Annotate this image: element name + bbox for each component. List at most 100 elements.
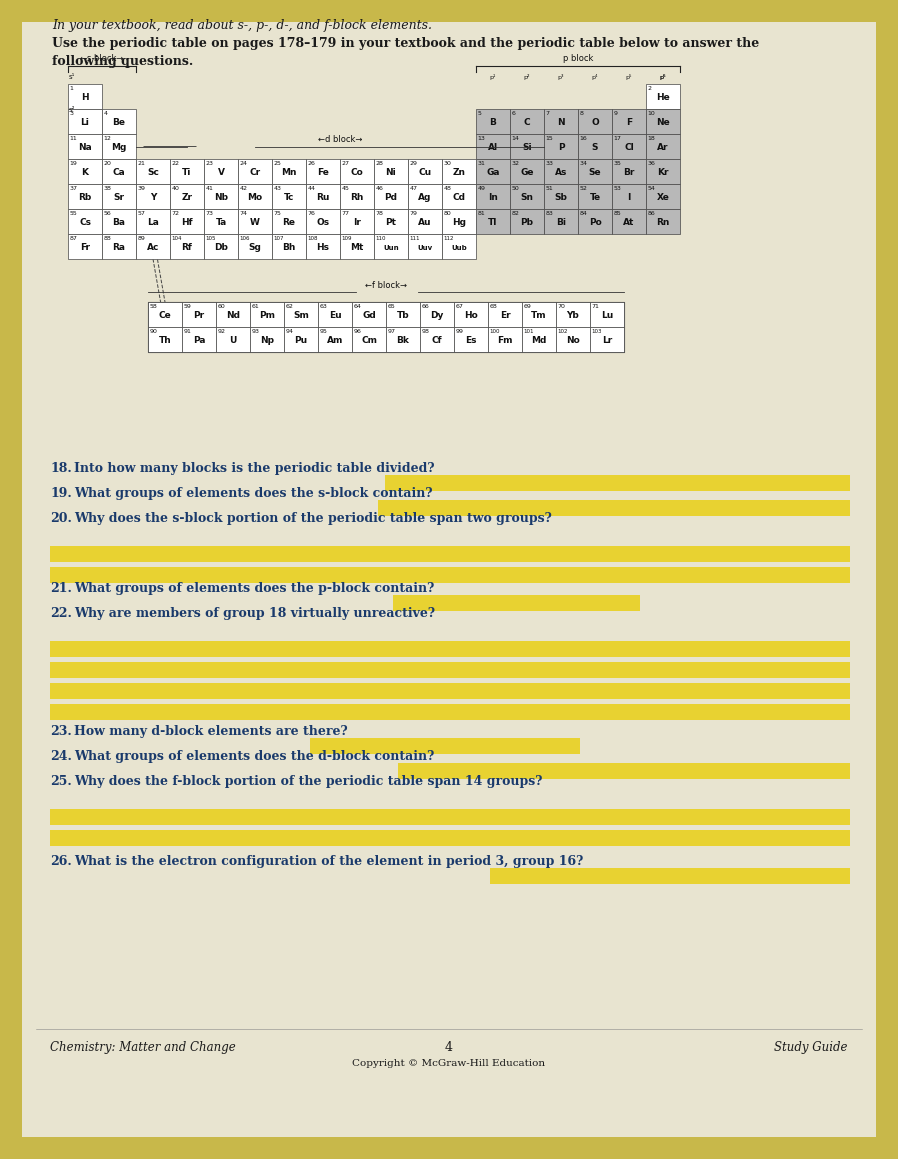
Text: Kr: Kr — [657, 168, 669, 177]
Bar — [68, 134, 102, 159]
Text: Ac: Ac — [146, 243, 159, 252]
Bar — [250, 302, 284, 327]
Text: Pa: Pa — [193, 336, 206, 345]
Text: Sn: Sn — [521, 194, 533, 202]
Text: 22.: 22. — [50, 607, 72, 620]
Text: 77: 77 — [341, 211, 349, 216]
Text: 2: 2 — [647, 86, 652, 92]
Text: 90: 90 — [149, 329, 157, 334]
Bar — [612, 209, 646, 234]
Bar — [306, 209, 340, 234]
Text: 56: 56 — [103, 211, 111, 216]
Text: p²: p² — [524, 74, 530, 80]
Text: Eu: Eu — [329, 311, 341, 320]
Text: O: O — [591, 118, 599, 127]
Bar — [374, 234, 408, 258]
Bar — [340, 209, 374, 234]
Text: La: La — [147, 218, 159, 227]
Text: 101: 101 — [524, 329, 534, 334]
Bar — [204, 159, 238, 184]
Text: 27: 27 — [341, 161, 349, 166]
Text: 60: 60 — [217, 304, 225, 309]
Text: Ce: Ce — [159, 311, 172, 320]
Bar — [612, 109, 646, 134]
Text: 74: 74 — [240, 211, 248, 216]
Bar — [476, 159, 510, 184]
Text: Sb: Sb — [555, 194, 568, 202]
Bar — [284, 327, 318, 352]
Bar — [102, 159, 136, 184]
Bar — [306, 159, 340, 184]
Text: Pb: Pb — [521, 218, 533, 227]
Bar — [510, 184, 544, 209]
Text: Uun: Uun — [383, 245, 399, 250]
Text: What groups of elements does the d-block contain?: What groups of elements does the d-block… — [74, 750, 435, 763]
Text: 83: 83 — [545, 211, 553, 216]
Text: Ra: Ra — [112, 243, 126, 252]
Text: What groups of elements does the p-block contain?: What groups of elements does the p-block… — [74, 582, 435, 595]
Text: 81: 81 — [478, 211, 485, 216]
Bar — [250, 327, 284, 352]
Bar — [340, 159, 374, 184]
Bar — [68, 83, 102, 109]
Bar — [102, 234, 136, 258]
Text: Study Guide: Study Guide — [774, 1041, 848, 1054]
Text: Tc: Tc — [284, 194, 295, 202]
Bar — [556, 327, 590, 352]
Text: 53: 53 — [613, 185, 621, 191]
Text: Cd: Cd — [453, 194, 465, 202]
Text: Dy: Dy — [430, 311, 444, 320]
Text: S: S — [592, 143, 598, 152]
Text: 95: 95 — [320, 329, 328, 334]
Bar — [102, 209, 136, 234]
Text: Cm: Cm — [361, 336, 377, 345]
Text: 94: 94 — [286, 329, 294, 334]
Bar — [136, 209, 170, 234]
Bar — [272, 184, 306, 209]
Text: 10: 10 — [647, 111, 656, 116]
Bar — [238, 159, 272, 184]
Bar — [544, 184, 578, 209]
Text: At: At — [623, 218, 635, 227]
Text: 59: 59 — [183, 304, 191, 309]
Text: 46: 46 — [375, 185, 383, 191]
Bar — [50, 830, 850, 846]
Bar — [454, 327, 488, 352]
Text: Gd: Gd — [362, 311, 376, 320]
Bar — [68, 109, 102, 134]
Text: Sr: Sr — [113, 194, 125, 202]
Text: 28: 28 — [375, 161, 383, 166]
Text: Ca: Ca — [112, 168, 126, 177]
Bar — [272, 234, 306, 258]
Text: 54: 54 — [647, 185, 656, 191]
Text: 48: 48 — [444, 185, 452, 191]
Text: No: No — [566, 336, 580, 345]
Bar — [544, 109, 578, 134]
Text: Fr: Fr — [80, 243, 90, 252]
Text: Cu: Cu — [418, 168, 432, 177]
Text: W: W — [250, 218, 260, 227]
Text: K: K — [82, 168, 89, 177]
Bar — [578, 159, 612, 184]
Text: Ho: Ho — [464, 311, 478, 320]
Text: 31: 31 — [478, 161, 486, 166]
Text: 92: 92 — [217, 329, 225, 334]
Text: 17: 17 — [613, 136, 621, 141]
Text: Pm: Pm — [259, 311, 275, 320]
Bar — [50, 641, 850, 657]
Text: Uub: Uub — [451, 245, 467, 250]
Text: As: As — [555, 168, 568, 177]
Bar — [510, 209, 544, 234]
Text: Hs: Hs — [316, 243, 330, 252]
Bar — [408, 209, 442, 234]
Text: 91: 91 — [183, 329, 191, 334]
Text: 29: 29 — [409, 161, 418, 166]
Bar — [340, 234, 374, 258]
Bar — [578, 134, 612, 159]
Text: 26: 26 — [307, 161, 315, 166]
Text: V: V — [217, 168, 224, 177]
Bar — [522, 327, 556, 352]
Text: 42: 42 — [240, 185, 248, 191]
Text: Co: Co — [350, 168, 364, 177]
Text: 21: 21 — [137, 161, 145, 166]
